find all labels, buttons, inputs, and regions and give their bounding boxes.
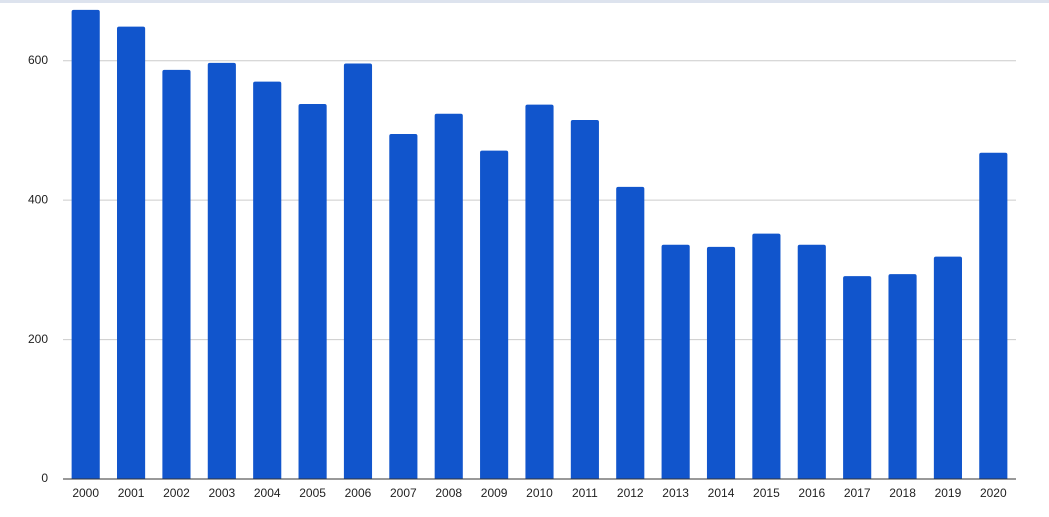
x-tick-label: 2017 [844,486,871,500]
top-border [0,0,1049,3]
x-tick-label: 2008 [435,486,462,500]
x-tick-label: 2014 [708,486,735,500]
x-tick-label: 2015 [753,486,780,500]
x-tick-label: 2000 [72,486,99,500]
bar [706,246,736,479]
bar [570,120,599,479]
x-tick-label: 2005 [299,486,326,500]
bar [207,62,236,479]
bar [343,63,373,479]
bar [979,152,1008,479]
bar [797,244,826,479]
bar [71,9,100,479]
bar [117,26,146,479]
y-tick-label: 0 [41,471,48,485]
x-tick-label: 2006 [345,486,372,500]
x-tick-label: 2016 [798,486,825,500]
x-tick-label: 2007 [390,486,417,500]
bar [525,104,554,479]
bar [480,150,509,479]
x-tick-label: 2010 [526,486,553,500]
bar [389,133,418,480]
x-tick-label: 2001 [118,486,145,500]
x-tick-label: 2012 [617,486,644,500]
y-tick-label: 200 [28,332,48,346]
x-tick-label: 2020 [980,486,1007,500]
y-tick-label: 400 [28,192,48,206]
x-tick-label: 2019 [935,486,962,500]
x-tick-label: 2003 [208,486,235,500]
bar [843,276,872,479]
x-tick-label: 2018 [889,486,916,500]
x-tick-label: 2011 [572,486,598,500]
bar [888,274,917,479]
x-tick-label: 2002 [163,486,190,500]
bar [162,69,191,479]
x-tick-label: 2004 [254,486,281,500]
bar [616,186,645,479]
bar [661,244,690,479]
bar [253,81,282,480]
x-tick-label: 2013 [662,486,689,500]
bar [752,233,781,479]
bar [298,103,327,479]
x-tick-label: 2009 [481,486,508,500]
y-tick-label: 600 [28,53,48,67]
bar [434,113,463,479]
bar [933,256,962,479]
